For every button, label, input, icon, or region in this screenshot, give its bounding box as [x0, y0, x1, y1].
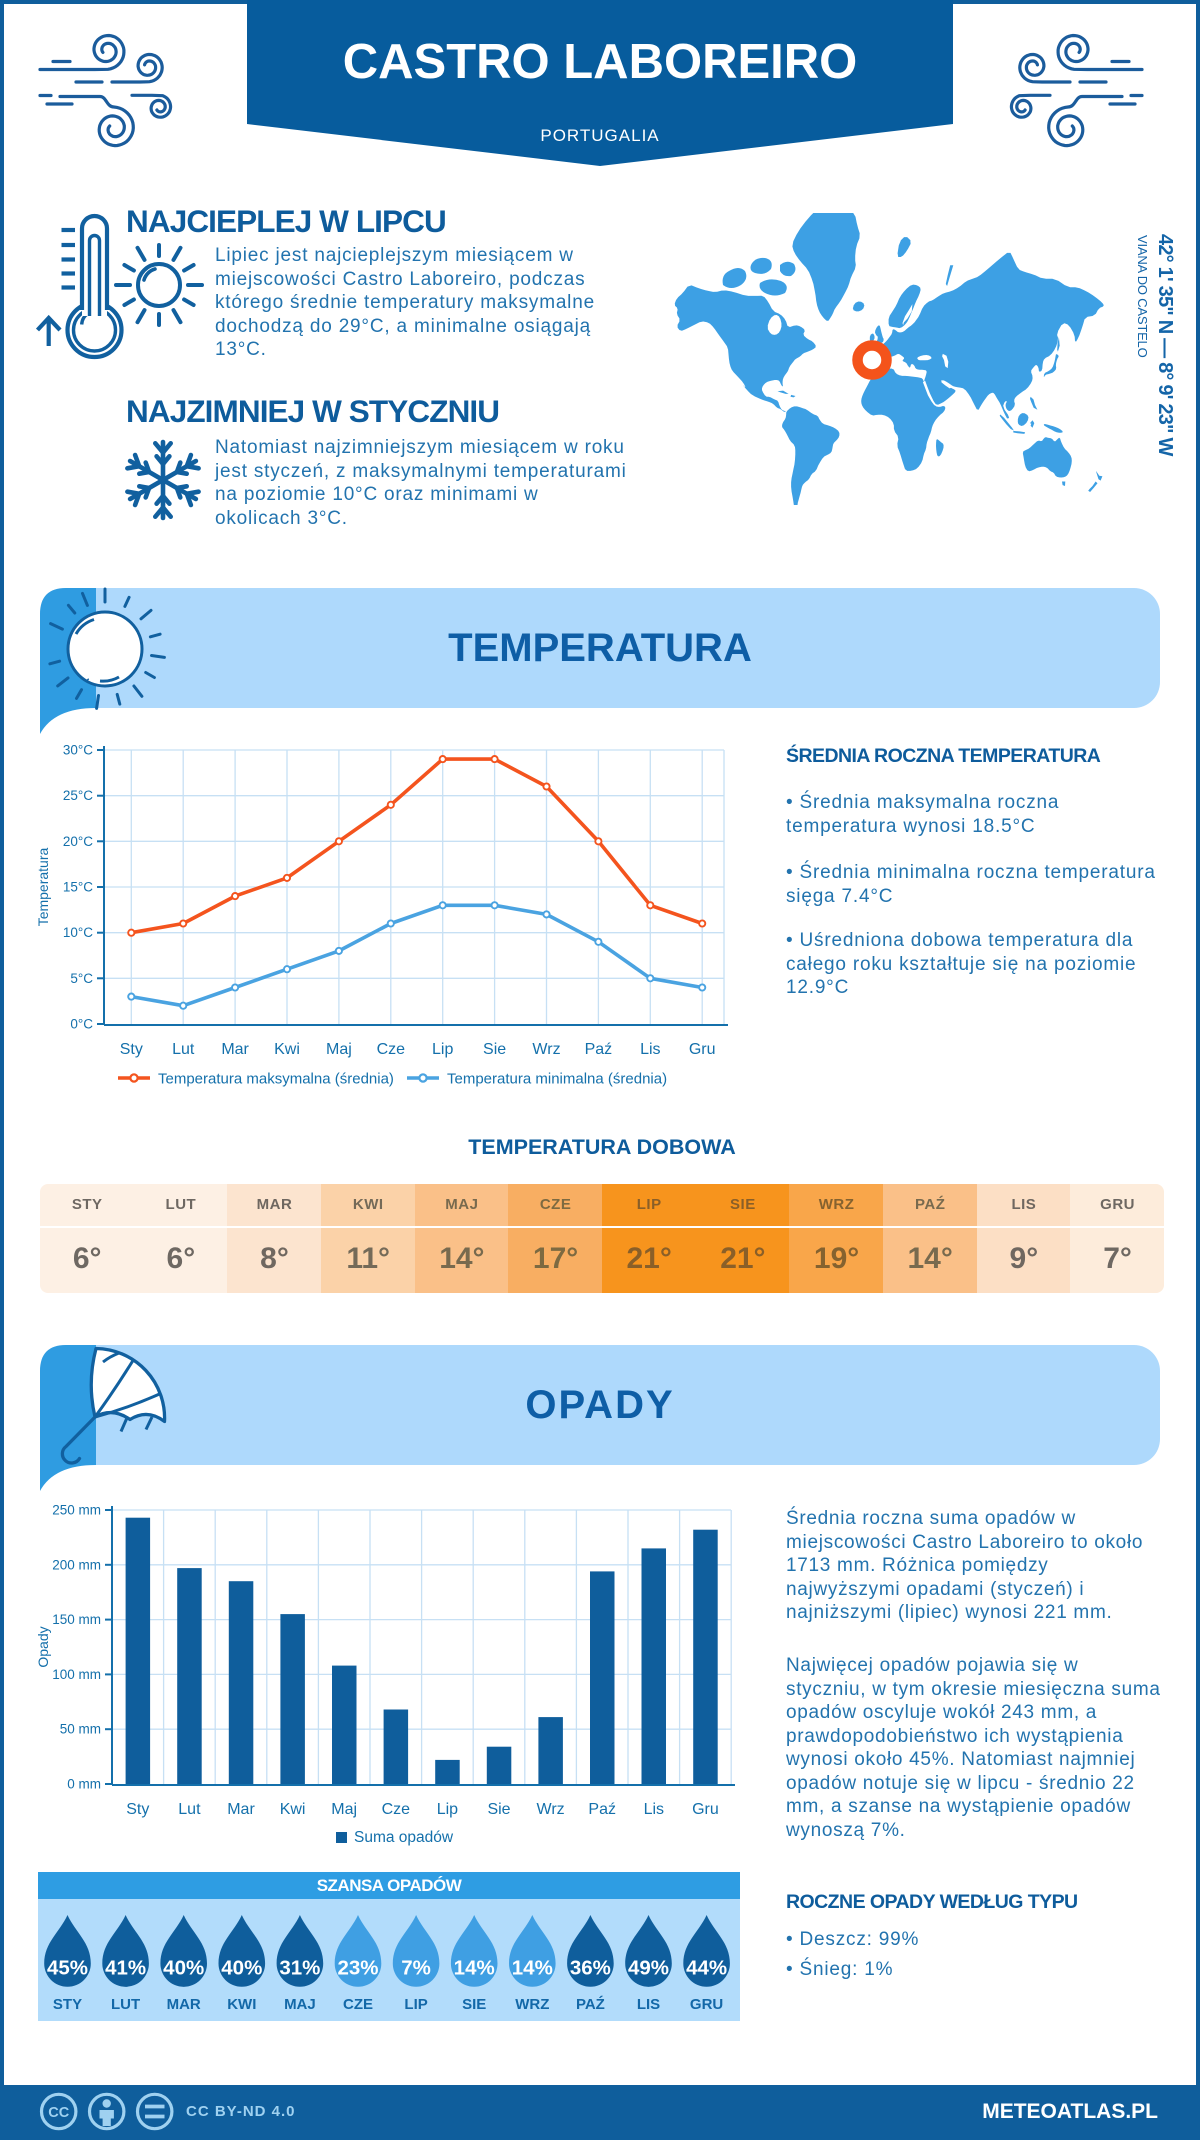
- svg-text:Gru: Gru: [692, 1801, 719, 1818]
- svg-text:36%: 36%: [570, 1957, 611, 1980]
- svg-text:Lut: Lut: [172, 1041, 195, 1058]
- svg-text:14%: 14%: [512, 1957, 553, 1980]
- svg-text:44%: 44%: [686, 1957, 727, 1980]
- svg-text:45%: 45%: [47, 1957, 88, 1980]
- svg-text:Mar: Mar: [227, 1801, 255, 1818]
- svg-text:LIP: LIP: [404, 1996, 427, 2013]
- svg-text:GRU: GRU: [690, 1996, 723, 2013]
- svg-text:Lis: Lis: [640, 1041, 660, 1058]
- svg-text:10°C: 10°C: [63, 925, 93, 940]
- svg-text:Lis: Lis: [644, 1801, 664, 1818]
- svg-text:Sty: Sty: [120, 1041, 143, 1058]
- svg-text:49%: 49%: [628, 1957, 669, 1980]
- svg-text:14%: 14%: [454, 1957, 495, 1980]
- svg-text:MAR: MAR: [167, 1996, 201, 2013]
- svg-text:20°C: 20°C: [63, 834, 93, 849]
- svg-text:Suma opadów: Suma opadów: [354, 1829, 454, 1846]
- svg-text:5°C: 5°C: [70, 971, 93, 986]
- svg-text:23%: 23%: [337, 1957, 378, 1980]
- svg-text:7%: 7%: [401, 1957, 431, 1980]
- svg-text:Temperatura minimalna (średnia: Temperatura minimalna (średnia): [447, 1071, 667, 1088]
- svg-text:30°C: 30°C: [63, 743, 93, 758]
- svg-text:Sie: Sie: [487, 1801, 510, 1818]
- svg-text:MAJ: MAJ: [284, 1996, 316, 2013]
- svg-text:Wrz: Wrz: [537, 1801, 565, 1818]
- svg-text:100 mm: 100 mm: [52, 1667, 101, 1682]
- svg-text:Maj: Maj: [326, 1041, 352, 1058]
- svg-text:Lip: Lip: [432, 1041, 453, 1058]
- svg-text:Paź: Paź: [585, 1041, 613, 1058]
- svg-text:41%: 41%: [105, 1957, 146, 1980]
- svg-text:Paź: Paź: [588, 1801, 616, 1818]
- svg-text:Gru: Gru: [689, 1041, 716, 1058]
- svg-text:40%: 40%: [221, 1957, 262, 1980]
- svg-text:Mar: Mar: [221, 1041, 249, 1058]
- svg-text:Lut: Lut: [178, 1801, 201, 1818]
- svg-text:STY: STY: [53, 1996, 82, 2013]
- svg-text:Sty: Sty: [126, 1801, 149, 1818]
- svg-text:CC: CC: [48, 2105, 69, 2121]
- svg-text:Maj: Maj: [331, 1801, 357, 1818]
- svg-text:0 mm: 0 mm: [67, 1777, 101, 1792]
- svg-text:40%: 40%: [163, 1957, 204, 1980]
- svg-text:Kwi: Kwi: [280, 1801, 306, 1818]
- svg-text:Wrz: Wrz: [532, 1041, 560, 1058]
- svg-text:50 mm: 50 mm: [60, 1722, 101, 1737]
- svg-text:0°C: 0°C: [70, 1017, 93, 1032]
- svg-text:200 mm: 200 mm: [52, 1557, 101, 1572]
- svg-text:PAŹ: PAŹ: [576, 1996, 605, 2013]
- svg-text:Temperatura maksymalna (średni: Temperatura maksymalna (średnia): [158, 1071, 394, 1088]
- svg-text:Cze: Cze: [382, 1801, 411, 1818]
- svg-text:25°C: 25°C: [63, 788, 93, 803]
- svg-text:LUT: LUT: [111, 1996, 140, 2013]
- svg-text:KWI: KWI: [227, 1996, 256, 2013]
- svg-text:Sie: Sie: [483, 1041, 506, 1058]
- svg-text:WRZ: WRZ: [515, 1996, 549, 2013]
- svg-text:Lip: Lip: [437, 1801, 458, 1818]
- svg-text:CZE: CZE: [343, 1996, 373, 2013]
- svg-text:Kwi: Kwi: [274, 1041, 300, 1058]
- svg-text:SIE: SIE: [462, 1996, 486, 2013]
- svg-text:250 mm: 250 mm: [52, 1503, 101, 1518]
- svg-text:Cze: Cze: [377, 1041, 406, 1058]
- svg-text:Temperatura: Temperatura: [35, 847, 51, 926]
- svg-text:Opady: Opady: [35, 1626, 51, 1667]
- svg-text:15°C: 15°C: [63, 880, 93, 895]
- svg-text:150 mm: 150 mm: [52, 1612, 101, 1627]
- svg-text:LIS: LIS: [637, 1996, 660, 2013]
- svg-text:31%: 31%: [279, 1957, 320, 1980]
